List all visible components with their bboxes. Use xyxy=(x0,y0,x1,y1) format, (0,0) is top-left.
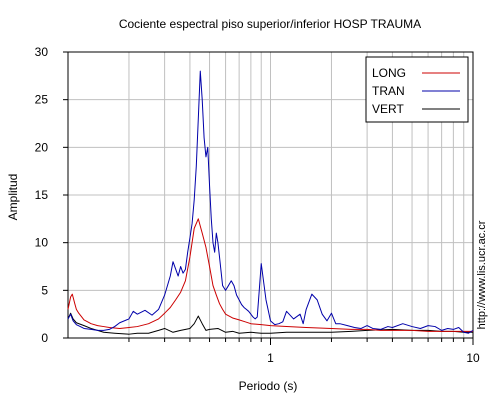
legend: LONG TRAN VERT xyxy=(365,56,469,123)
legend-box xyxy=(365,56,469,123)
y-axis-label: Amplitud xyxy=(6,174,20,221)
y-axis-ticks: 0 5 10 15 20 25 30 xyxy=(35,45,68,345)
source-url: http://www.lis.ucr.ac.cr xyxy=(476,220,488,329)
legend-label-tran: TRAN xyxy=(372,84,405,98)
y-tick-label: 10 xyxy=(35,236,49,250)
y-tick-label: 30 xyxy=(35,45,49,59)
y-tick-label: 15 xyxy=(35,188,49,202)
legend-label-long: LONG xyxy=(372,66,406,80)
x-axis-label: Periodo (s) xyxy=(239,379,298,393)
plot-area xyxy=(67,70,474,335)
y-tick-label: 0 xyxy=(41,331,48,345)
y-tick-label: 5 xyxy=(41,283,48,297)
y-tick-label: 20 xyxy=(35,140,49,154)
series-line-tran xyxy=(67,70,474,334)
series-line-long xyxy=(67,218,473,332)
x-axis-ticks: 1 10 xyxy=(128,338,480,365)
legend-label-vert: VERT xyxy=(372,102,404,116)
chart-title: Cociente espectral piso superior/inferio… xyxy=(119,17,421,31)
x-tick-label: 10 xyxy=(466,351,480,365)
y-tick-label: 25 xyxy=(35,93,49,107)
x-tick-label: 1 xyxy=(267,351,274,365)
